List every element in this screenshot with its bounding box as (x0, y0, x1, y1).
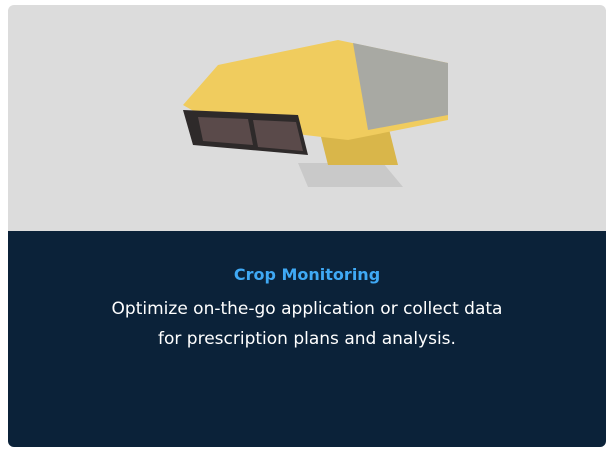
card-description: for prescription plans and analysis. (8, 324, 606, 354)
page: Crop Monitoring Optimize on-the-go appli… (0, 0, 614, 455)
card-body: Crop Monitoring Optimize on-the-go appli… (8, 231, 606, 447)
sensor-illustration (8, 5, 606, 231)
card-title: Crop Monitoring (8, 231, 606, 284)
card-description: Optimize on-the-go application or collec… (8, 294, 606, 324)
card: Crop Monitoring Optimize on-the-go appli… (8, 5, 606, 447)
product-image (8, 5, 606, 231)
